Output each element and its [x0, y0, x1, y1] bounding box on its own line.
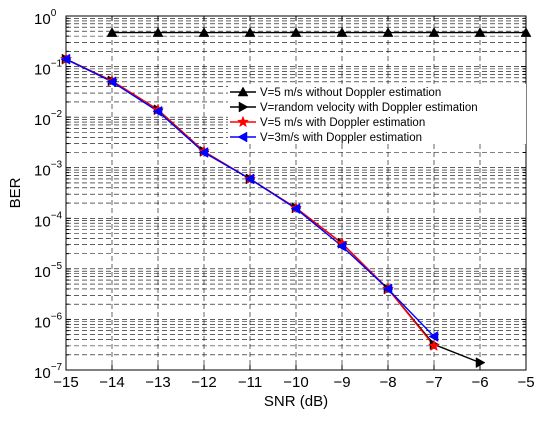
series-marker-2 [475, 357, 486, 369]
x-tick-label: −5 [517, 374, 534, 391]
x-tick-labels: −15 −14 −13 −12 −11 −10 −9 −8 −7 −6 −5 [53, 374, 534, 391]
legend-label: V=5 m/s with Doppler estimation [260, 117, 425, 129]
series-marker-4 [428, 331, 439, 342]
legend-label: V=5 m/s without Doppler estimation [260, 87, 441, 99]
series-marker-4 [244, 173, 255, 185]
y-tick-base: 10 [34, 11, 51, 28]
x-tick-label: −7 [425, 374, 442, 391]
series-marker-4 [382, 283, 393, 295]
y-tick-exponent: −7 [51, 362, 63, 373]
legend-marker [236, 115, 250, 128]
y-tick-base: 10 [34, 213, 51, 230]
y-tick-label: 100 [34, 8, 57, 28]
legend-marker [237, 86, 249, 97]
x-tick-label: −9 [333, 374, 350, 391]
series-markers [59, 27, 532, 369]
y-tick-label: 10−4 [34, 210, 63, 230]
series-marker-3 [427, 339, 441, 352]
series-marker-4 [106, 76, 117, 88]
y-tick-base: 10 [34, 264, 51, 281]
series-marker-4 [152, 105, 163, 117]
y-tick-exponent: −3 [51, 160, 63, 171]
series-marker-4 [60, 53, 71, 65]
x-tick-label: −11 [238, 374, 262, 391]
series-marker-1 [336, 27, 348, 37]
grid [66, 16, 526, 370]
series-marker-1 [290, 27, 302, 37]
y-axis-label: BER [7, 177, 24, 208]
series-marker-1 [474, 27, 486, 37]
y-tick-exponent: −1 [51, 59, 63, 70]
x-tick-label: −6 [471, 374, 488, 391]
series-marker-1 [428, 27, 440, 37]
series-marker-1 [244, 27, 256, 37]
x-tick-label: −14 [99, 374, 124, 391]
y-tick-label: 10−5 [34, 261, 63, 281]
x-tick-label: −12 [191, 374, 216, 391]
x-tick-label: −15 [53, 374, 78, 391]
x-tick-label: −10 [283, 374, 308, 391]
series-marker-1 [198, 27, 210, 37]
legend-marker [237, 131, 248, 143]
y-tick-label: 10−6 [34, 311, 63, 331]
series-marker-1 [382, 27, 394, 37]
y-tick-exponent: 0 [51, 8, 57, 19]
y-tick-exponent: −5 [51, 261, 63, 272]
x-axis-label: SNR (dB) [264, 393, 328, 410]
legend: V=5 m/s without Doppler estimation V=rand… [228, 84, 526, 144]
y-tick-base: 10 [34, 365, 51, 382]
y-tick-label: 10−2 [34, 109, 63, 129]
y-tick-base: 10 [34, 62, 51, 79]
y-tick-base: 10 [34, 163, 51, 180]
series-marker-4 [290, 203, 301, 215]
y-tick-exponent: −2 [51, 109, 63, 120]
x-tick-label: −13 [145, 374, 170, 391]
series-marker-4 [336, 240, 347, 252]
y-tick-label: 10−3 [34, 160, 63, 180]
legend-label: V=random velocity with Doppler estimatio… [260, 102, 478, 114]
y-tick-base: 10 [34, 314, 51, 331]
series-marker-4 [198, 147, 209, 158]
series-marker-1 [520, 27, 532, 37]
y-tick-base: 10 [34, 112, 51, 129]
y-tick-label: 10−1 [34, 59, 63, 79]
y-tick-exponent: −6 [51, 311, 63, 322]
y-tick-label: 10−7 [34, 362, 63, 382]
series-marker-1 [106, 27, 118, 37]
y-tick-exponent: −4 [51, 210, 63, 221]
series-marker-1 [152, 27, 164, 37]
legend-marker [238, 101, 249, 113]
x-tick-label: −8 [379, 374, 396, 391]
legend-box [228, 84, 526, 144]
legend-label: V=3m/s with Doppler estimation [260, 132, 422, 144]
